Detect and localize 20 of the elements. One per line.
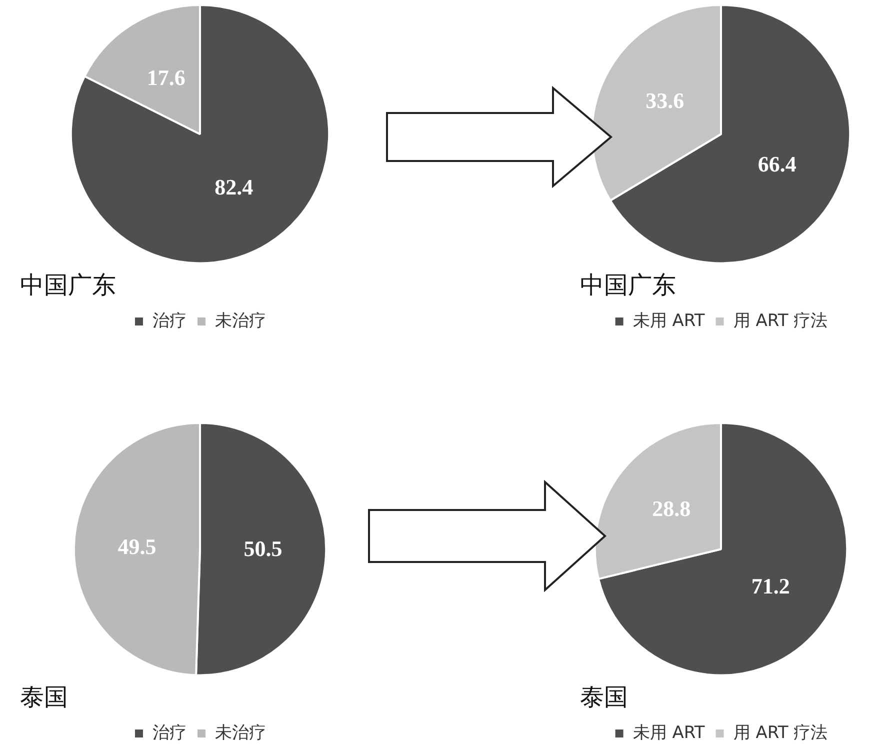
- data-label: 28.8: [652, 496, 691, 521]
- legend-label: 未治疗: [215, 310, 266, 331]
- legend-label: 治疗: [152, 722, 186, 743]
- data-label: 71.2: [751, 574, 790, 599]
- data-label: 33.6: [646, 88, 684, 113]
- legend-label: 用 ART 疗法: [733, 722, 828, 743]
- legend-label: 用 ART 疗法: [733, 310, 828, 331]
- legend-label: 未用 ART: [632, 310, 706, 331]
- data-label: 66.4: [758, 152, 796, 177]
- text: 泰国: [20, 682, 68, 711]
- legend-label: 治疗: [152, 310, 186, 331]
- data-label: 49.5: [118, 534, 156, 559]
- text: 中国广东: [580, 270, 676, 299]
- data-label: 50.5: [244, 536, 282, 561]
- legend-label: 未用 ART: [632, 722, 706, 743]
- text: 泰国: [580, 682, 628, 711]
- legend-label: 未治疗: [215, 722, 266, 743]
- text: 中国广东: [20, 270, 116, 299]
- data-label: 17.6: [146, 64, 186, 90]
- data-label: 82.4: [214, 174, 254, 200]
